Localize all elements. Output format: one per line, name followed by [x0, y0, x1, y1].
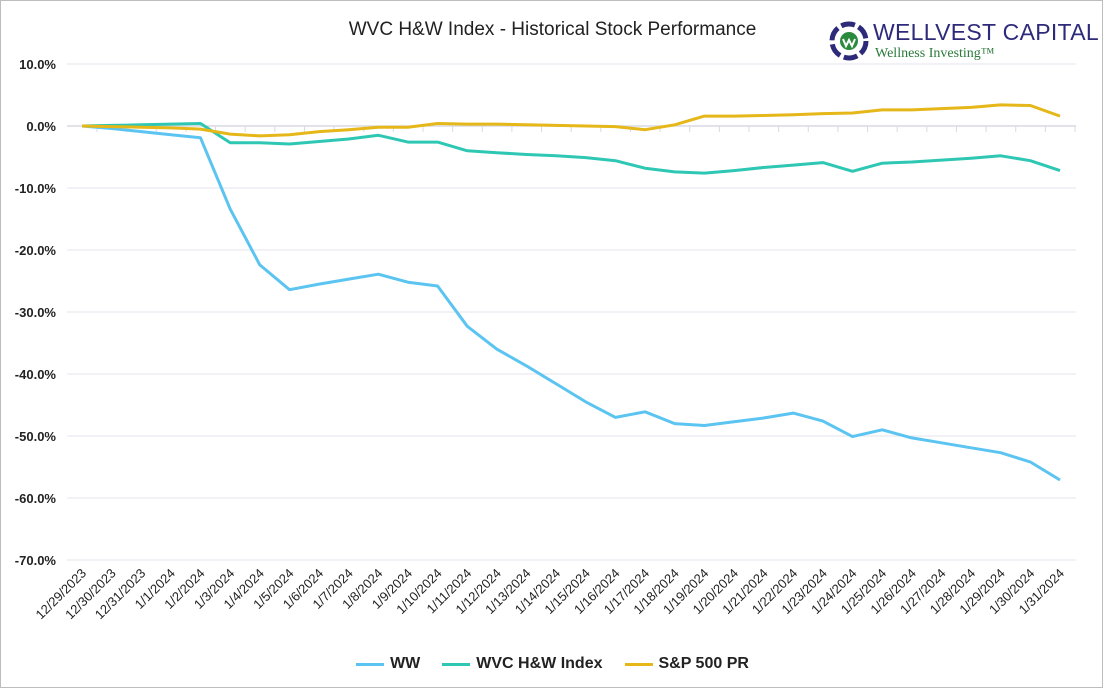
legend-label: WW [390, 655, 421, 672]
legend-swatch [624, 662, 653, 666]
y-tick-label: -60.0% [15, 491, 57, 506]
legend-label: WVC H&W Index [476, 655, 603, 672]
y-tick-label: 0.0% [26, 119, 56, 134]
y-tick-label: -70.0% [15, 553, 57, 568]
legend-swatch [356, 662, 385, 666]
legend-label: S&P 500 PR [658, 655, 749, 672]
legend-swatch [442, 662, 471, 666]
legend-item: WW [356, 655, 420, 673]
legend-item: WVC H&W Index [442, 655, 603, 673]
logo-swirl-icon [829, 21, 869, 61]
chart-title: WVC H&W Index - Historical Stock Perform… [348, 19, 757, 40]
y-tick-label: -50.0% [15, 429, 57, 444]
logo-name: WELLVEST CAPITAL [873, 19, 1099, 45]
y-tick-label: -40.0% [15, 367, 57, 382]
plot-area: 10.0% 0.0% -10.0% -20.0% -30.0% -40.0% -50.0% -… [15, 57, 1076, 622]
legend-item: S&P 500 PR [624, 655, 749, 673]
y-tick-label: 10.0% [19, 57, 56, 72]
y-tick-label: -20.0% [15, 243, 57, 258]
y-tick-label: -30.0% [15, 305, 57, 320]
company-logo: WELLVEST CAPITAL Wellness Investing™ [829, 19, 1099, 65]
series-line-ww [81, 124, 1061, 482]
y-tick-label: -10.0% [15, 181, 57, 196]
logo-tagline: Wellness Investing™ [875, 46, 995, 61]
legend: WW WVC H&W Index S&P 500 PR [1, 655, 1102, 673]
series-line-s-p-500-pr [81, 103, 1061, 138]
series-line-wvc-h-w-index [81, 122, 1061, 175]
